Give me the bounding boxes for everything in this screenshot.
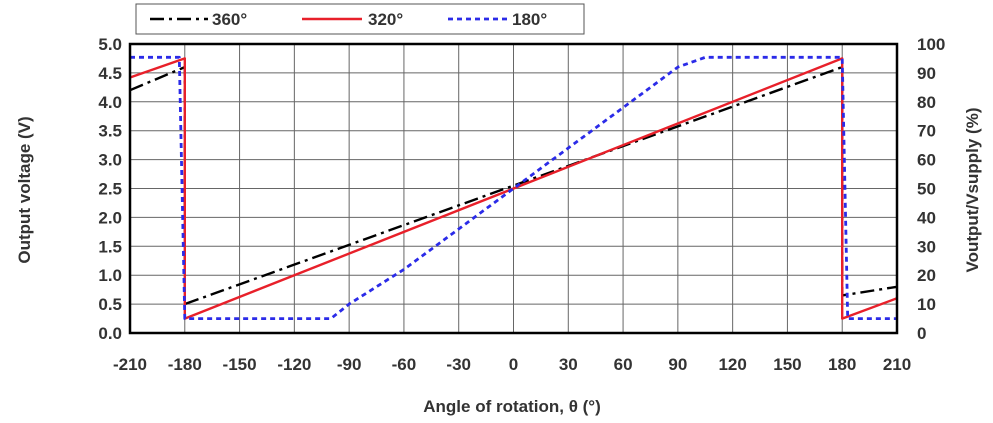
x-tick-label: -210 [113, 355, 147, 374]
y2-tick-labels: 0 10 20 30 40 50 60 70 80 90 100 [917, 35, 945, 343]
x-tick-label: 120 [718, 355, 746, 374]
y2-tick-label: 80 [917, 93, 936, 112]
x-axis-title: Angle of rotation, θ (°) [423, 397, 600, 416]
y2-tick-label: 50 [917, 180, 936, 199]
y2-tick-label: 90 [917, 64, 936, 83]
x-tick-label: 150 [773, 355, 801, 374]
x-tick-label: 90 [668, 355, 687, 374]
x-tick-label: -60 [392, 355, 417, 374]
x-tick-label: 210 [883, 355, 911, 374]
legend-label-320: 320° [368, 10, 403, 29]
y2-tick-label: 0 [917, 324, 926, 343]
x-tick-labels: -210 -180 -150 -120 -90 -60 -30 0 30 60 90 120 150 18… [113, 355, 911, 374]
x-tick-label: 60 [614, 355, 633, 374]
y-tick-label: 0.5 [98, 295, 122, 314]
x-tick-label: -150 [223, 355, 257, 374]
legend: 360° 320° 180° [135, 3, 585, 35]
y-tick-label: 0.0 [98, 324, 122, 343]
y2-tick-label: 60 [917, 151, 936, 170]
y2-tick-label: 20 [917, 266, 936, 285]
y-tick-label: 4.5 [98, 64, 122, 83]
y2-tick-label: 70 [917, 122, 936, 141]
x-tick-label: -30 [446, 355, 471, 374]
x-tick-label: -180 [168, 355, 202, 374]
y2-axis-title: Voutput/Vsupply (%) [963, 108, 982, 273]
x-tick-label: -90 [337, 355, 362, 374]
legend-label-360: 360° [212, 10, 247, 29]
y-tick-label: 4.0 [98, 93, 122, 112]
y-tick-label: 3.0 [98, 151, 122, 170]
legend-label-180: 180° [512, 10, 547, 29]
y2-tick-label: 10 [917, 295, 936, 314]
y-tick-label: 2.5 [98, 180, 122, 199]
x-tick-label: 0 [509, 355, 518, 374]
series-layer [129, 55, 898, 321]
y-tick-label: 5.0 [98, 35, 122, 54]
plot-frame [128, 42, 899, 335]
y2-tick-label: 30 [917, 237, 936, 256]
y-tick-labels: 0.0 0.5 1.0 1.5 2.0 2.5 3.0 3.5 4.0 4.5 5.0 [98, 35, 122, 343]
y-tick-label: 3.5 [98, 122, 122, 141]
y2-tick-label: 40 [917, 208, 936, 227]
y2-tick-label: 100 [917, 35, 945, 54]
x-tick-label: 30 [559, 355, 578, 374]
y-tick-label: 2.0 [98, 208, 122, 227]
x-tick-label: -120 [277, 355, 311, 374]
y-tick-label: 1.0 [98, 266, 122, 285]
y-tick-label: 1.5 [98, 237, 122, 256]
y-axis-title: Output voltage (V) [15, 116, 34, 263]
x-tick-label: 180 [828, 355, 856, 374]
series-line-1 [129, 57, 898, 320]
